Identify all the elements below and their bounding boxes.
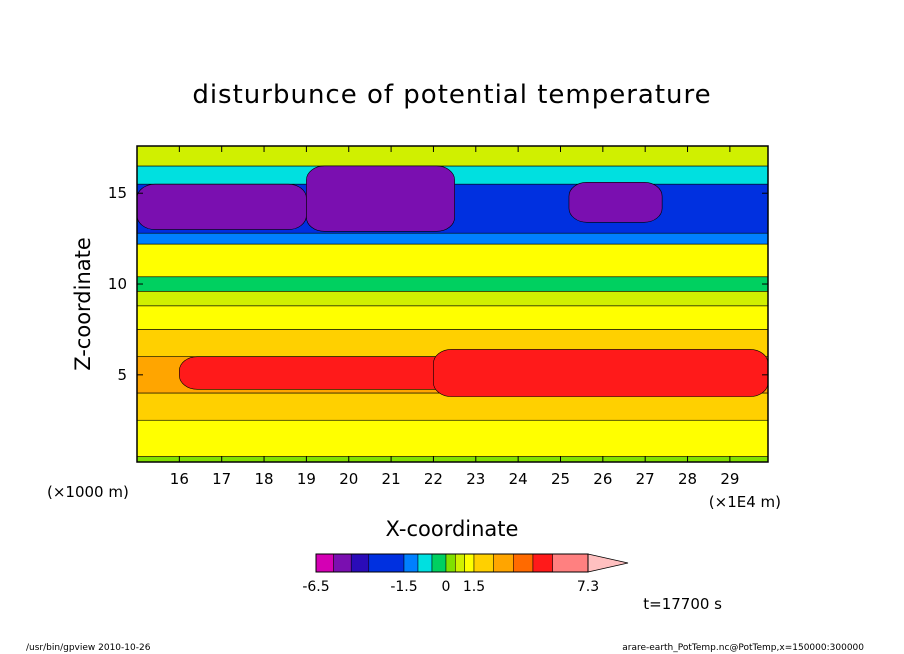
- colorbar-segment-7: [445, 553, 456, 573]
- x-tick-label-22: 22: [424, 470, 443, 488]
- x-tick-label-28: 28: [678, 470, 697, 488]
- y-tick-label-15: 15: [108, 184, 127, 202]
- y-tick-label-10: 10: [108, 275, 127, 293]
- colorbar-segment-8: [455, 553, 465, 573]
- x-axis-ticks: 16 17 18 19 20 21 22 23 24 25 26 27 28 29: [170, 146, 739, 488]
- x-axis-title: X-coordinate: [386, 517, 519, 541]
- cell-4: [433, 349, 768, 397]
- band-9: [137, 232, 768, 245]
- band-6: [137, 290, 768, 307]
- band-12: [137, 146, 768, 167]
- colorbar-segment-0: [315, 553, 334, 573]
- colorbar-segment-5: [417, 553, 433, 573]
- band-2: [137, 392, 768, 421]
- chart-title: disturbunce of potential temperature: [192, 80, 711, 110]
- colorbar-segment-12: [513, 553, 534, 573]
- colorbar-segment-6: [431, 553, 447, 573]
- band-5: [137, 305, 768, 330]
- x-tick-label-26: 26: [593, 470, 612, 488]
- band-0: [137, 456, 768, 462]
- colorbar-segment-9: [464, 553, 475, 573]
- cell-0: [137, 183, 307, 230]
- colorbar-segment-14: [552, 553, 589, 573]
- colorbar-segment-13: [532, 553, 553, 573]
- colorbar-segment-2: [350, 553, 370, 573]
- y-tick-label-5: 5: [117, 366, 127, 384]
- colorbar-tick-label-4: 7.3: [577, 579, 599, 595]
- colorbar-segment-1: [333, 553, 352, 573]
- band-8: [137, 243, 768, 278]
- colorbar-frame: [315, 553, 589, 573]
- x-tick-label-27: 27: [636, 470, 655, 488]
- cell-2: [568, 182, 663, 223]
- colorbar-tick-label-1: -1.5: [390, 579, 417, 595]
- time-note: t=17700 s: [643, 595, 722, 613]
- colorbar-tick-label-2: 0: [442, 579, 451, 595]
- x-unit-right: (×1E4 m): [709, 493, 781, 511]
- colorbar-tick-label-3: 1.5: [463, 579, 485, 595]
- y-axis-ticks: 5 10 15: [108, 184, 768, 384]
- x-tick-label-29: 29: [720, 470, 739, 488]
- colorbar-tick-label-0: -6.5: [302, 579, 329, 595]
- x-tick-label-25: 25: [551, 470, 570, 488]
- colorbar-segment-4: [403, 553, 419, 573]
- plot-frame: [136, 145, 769, 463]
- x-tick-label-23: 23: [466, 470, 485, 488]
- colorbar-tick-labels: -6.5 -1.5 0 1.5 7.3: [302, 579, 599, 595]
- band-1: [137, 419, 768, 457]
- footer-right: arare-earth_PotTemp.nc@PotTemp,x=150000:…: [622, 643, 864, 653]
- band-7: [137, 276, 768, 292]
- x-tick-label-16: 16: [170, 470, 189, 488]
- footer-left: /usr/bin/gpview 2010-10-26: [26, 643, 151, 653]
- x-tick-label-17: 17: [212, 470, 231, 488]
- plot-area: [136, 145, 769, 463]
- y-axis-title: Z-coordinate: [71, 237, 95, 371]
- x-tick-label-18: 18: [255, 470, 274, 488]
- cell-1: [306, 165, 455, 232]
- x-tick-label-21: 21: [382, 470, 401, 488]
- colorbar-segment-10: [473, 553, 494, 573]
- colorbar-segment-11: [493, 553, 514, 573]
- colorbar: [315, 553, 629, 573]
- x-tick-label-19: 19: [297, 470, 316, 488]
- x-unit-left: (×1000 m): [47, 483, 129, 501]
- colorbar-segment-3: [368, 553, 405, 573]
- x-tick-label-20: 20: [339, 470, 358, 488]
- heatmap-cells: [137, 165, 768, 397]
- x-tick-label-24: 24: [509, 470, 528, 488]
- colorbar-extend-arrow: [587, 553, 629, 573]
